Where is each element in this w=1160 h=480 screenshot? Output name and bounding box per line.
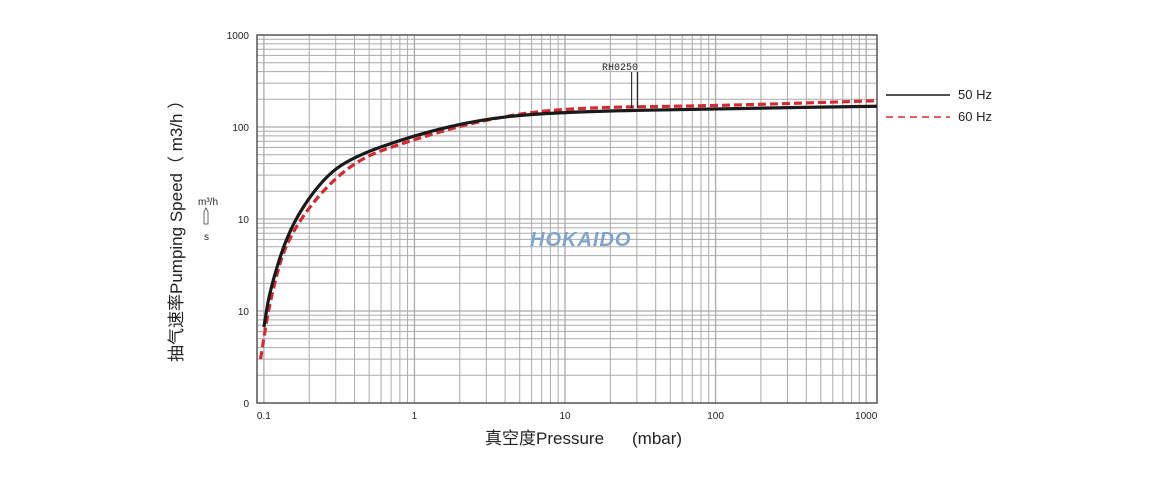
x-tick-label: 0.1 bbox=[257, 411, 271, 422]
x-tick-label: 10 bbox=[559, 411, 571, 422]
legend-label: 50 Hz bbox=[958, 87, 992, 102]
unit-note-bottom: s bbox=[204, 232, 209, 243]
curves bbox=[258, 99, 878, 360]
x-tick-label: 1 bbox=[412, 411, 418, 422]
x-tick-label: 1000 bbox=[855, 411, 878, 422]
y-tick-label: 10 bbox=[238, 307, 250, 318]
y-tick-label: 0 bbox=[243, 399, 249, 410]
y-axis-label: 抽气速率Pumping Speed（ m3/h ） bbox=[167, 92, 186, 362]
x-axis-unit: (mbar) bbox=[632, 429, 682, 448]
grid bbox=[257, 35, 877, 403]
x-tick-label: 100 bbox=[707, 411, 724, 422]
y-tick-label: 10 bbox=[238, 215, 250, 226]
plot-frame bbox=[256, 34, 878, 404]
legend-label: 60 Hz bbox=[958, 109, 992, 124]
series-line-60hz bbox=[258, 99, 878, 360]
x-axis-label: 真空度Pressure bbox=[485, 429, 604, 448]
model-annotation: RH0250 bbox=[602, 63, 639, 108]
arrow-up-icon bbox=[203, 207, 209, 225]
y-tick-label: 1000 bbox=[227, 31, 250, 42]
unit-note-top: m³/h bbox=[198, 197, 218, 208]
series-line-50hz bbox=[262, 104, 878, 328]
y-tick-label: 100 bbox=[232, 123, 249, 134]
watermark-logo: HOKAIDO bbox=[530, 229, 631, 251]
legend: 50 Hz 60 Hz bbox=[886, 87, 992, 124]
model-label: RH0250 bbox=[602, 63, 638, 74]
